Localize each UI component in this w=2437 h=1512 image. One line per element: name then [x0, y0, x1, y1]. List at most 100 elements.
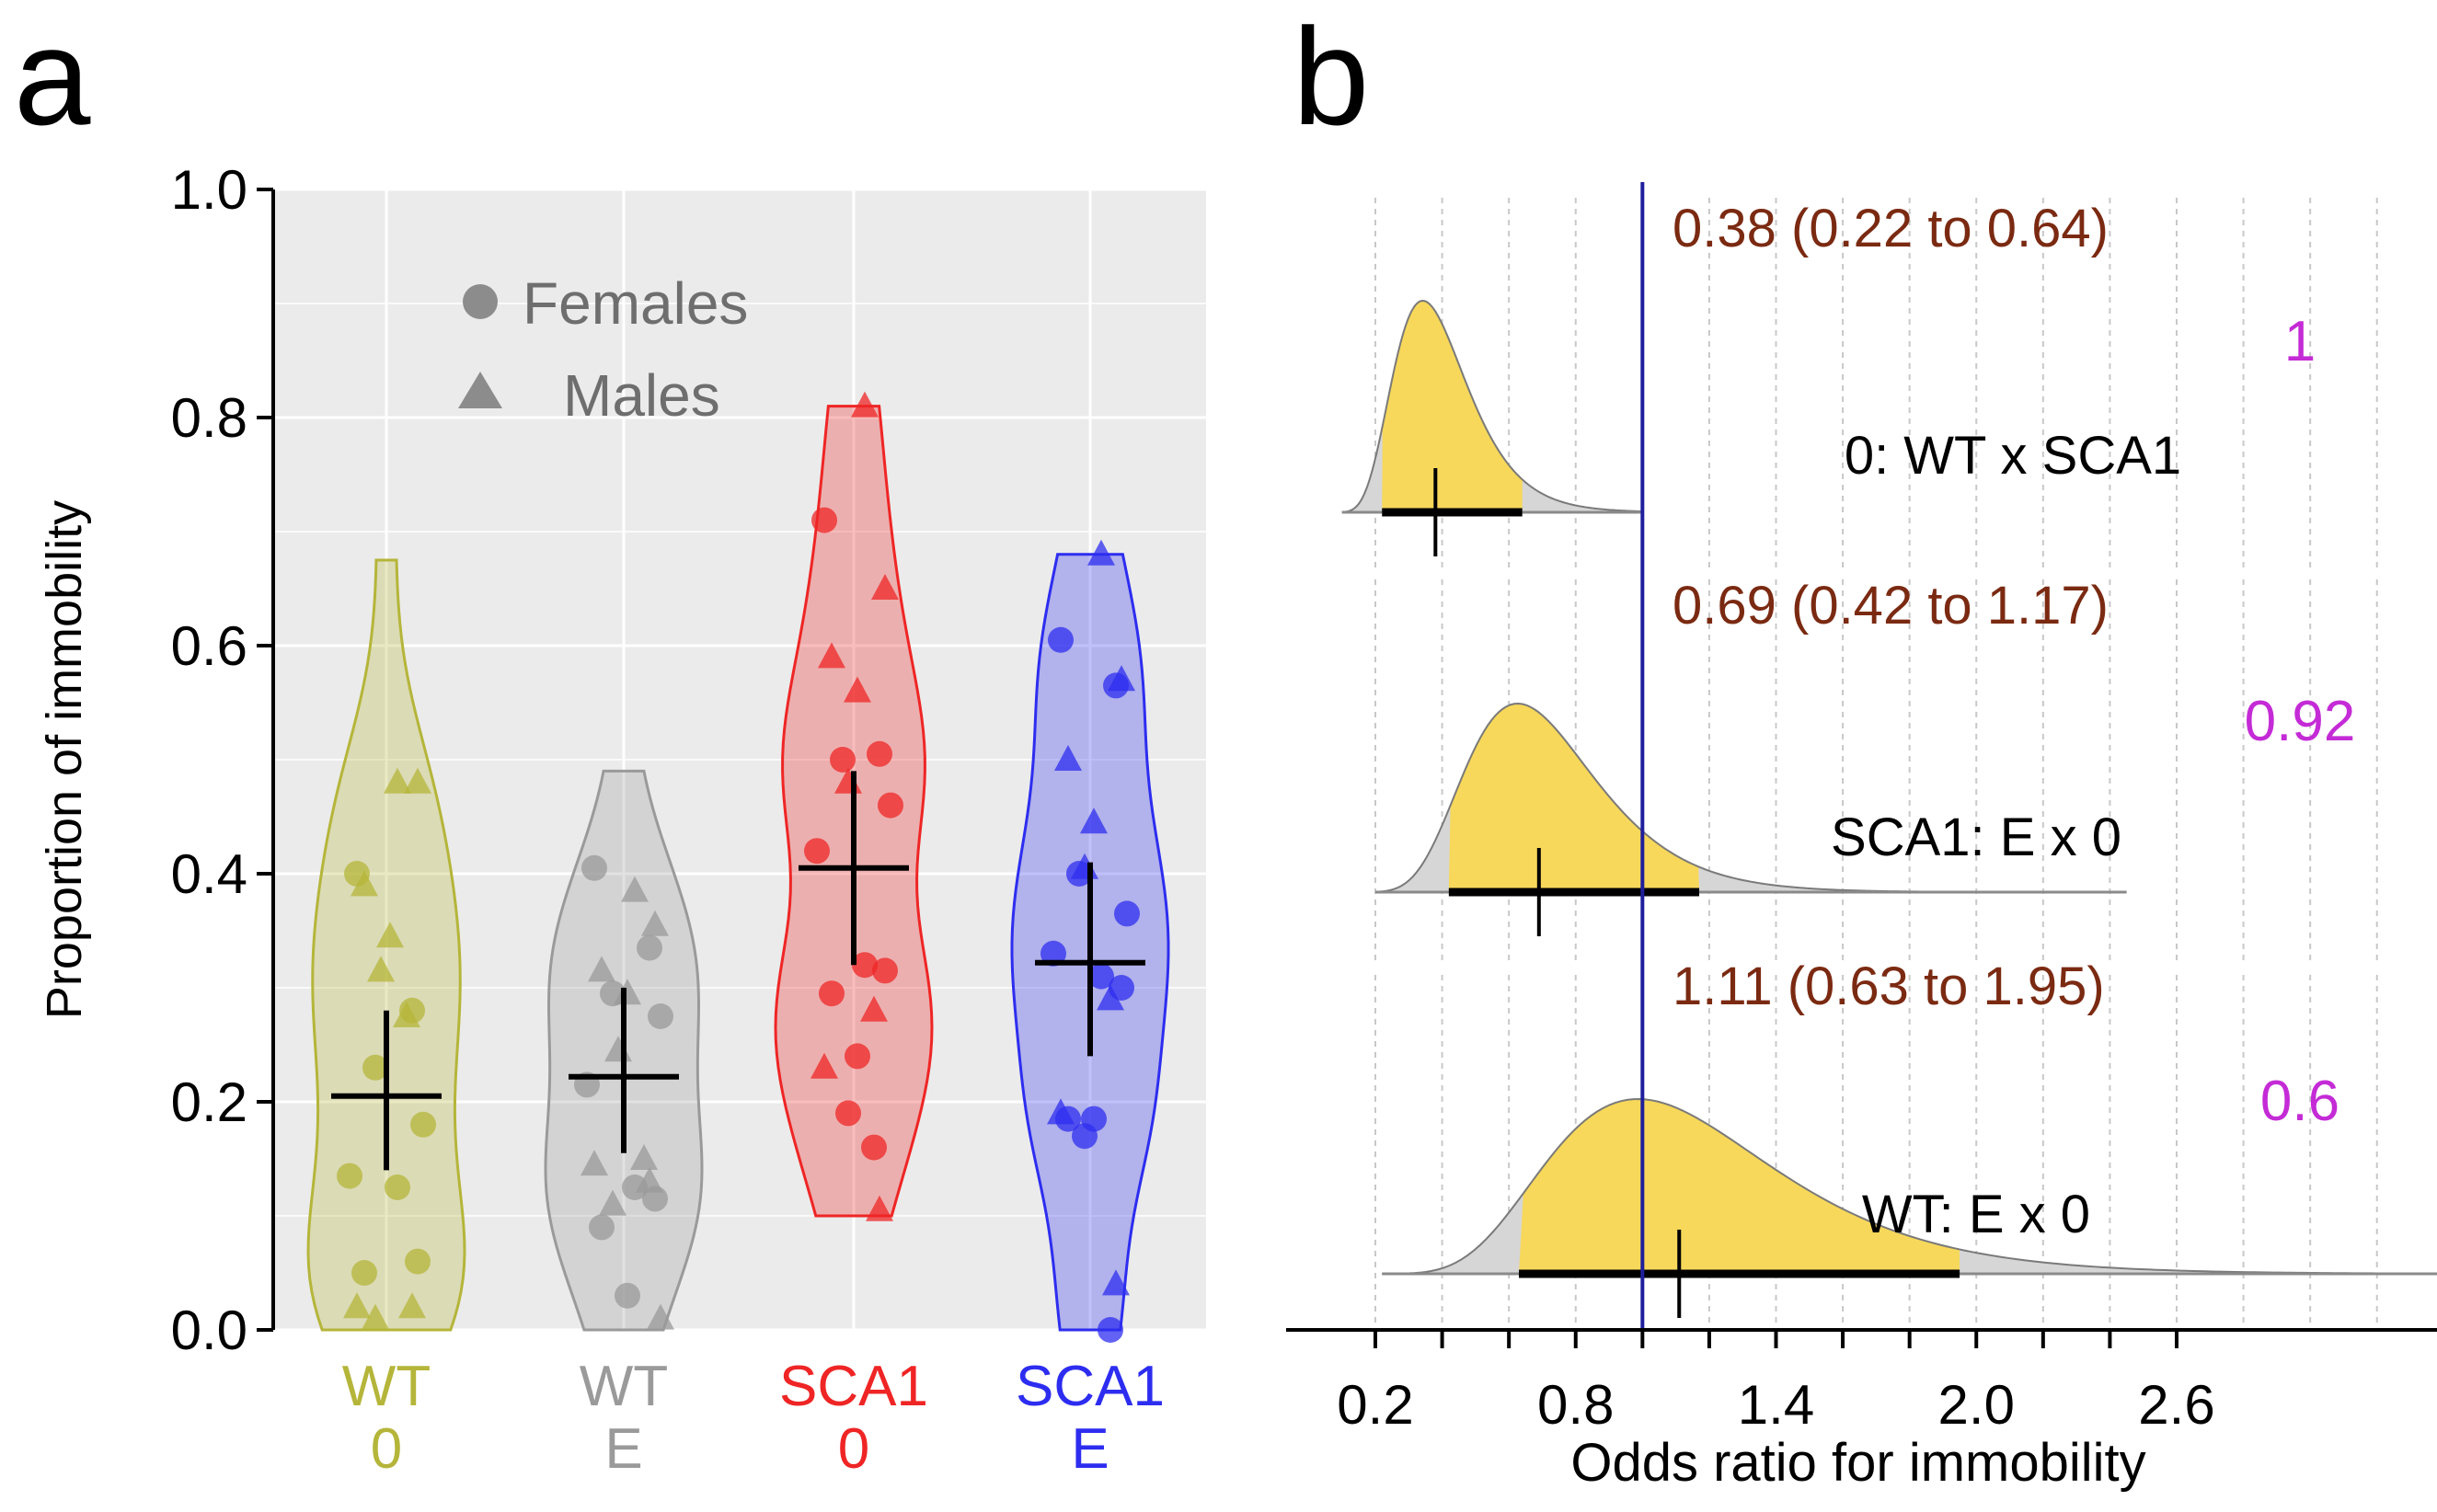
female-point [351, 1260, 377, 1286]
density-curves [1341, 299, 2437, 1318]
female-point [405, 1248, 431, 1275]
category-label: WT [580, 1355, 668, 1418]
estimate-text-2: 1.11 (0.63 to 1.95) [1673, 956, 2105, 1016]
female-point [835, 1100, 861, 1127]
female-point [589, 1214, 615, 1241]
category-sublabel: 0 [838, 1417, 869, 1481]
y-axis-ticks: 0.0 0.2 0.4 0.6 0.8 1.0 [171, 159, 273, 1361]
panel-a-letter: a [14, 0, 91, 154]
panel-b: b 0.38 (0.22 to 0.64) 1 0: WT x SCA1 0.69 (… [1286, 0, 2437, 1493]
male-point [1054, 745, 1082, 771]
female-point [1048, 626, 1074, 653]
female-point [581, 854, 607, 881]
y-tick-label: 1.0 [171, 159, 247, 221]
male-point [599, 1189, 626, 1216]
category-label: SCA1 [779, 1355, 928, 1418]
female-point [878, 792, 903, 819]
female-point [804, 838, 830, 865]
x-axis-title: Odds ratio for immobility [1570, 1433, 2145, 1493]
legend-circle-marker [463, 284, 498, 319]
female-point [1114, 900, 1140, 927]
x-tick-label: 0.2 [1337, 1374, 1413, 1436]
female-point [648, 1003, 673, 1029]
male-point [588, 956, 615, 982]
female-point [1098, 1317, 1123, 1343]
contrast-label-1: SCA1: E x 0 [1831, 808, 2121, 867]
category-label: WT [342, 1355, 431, 1418]
female-point [852, 952, 878, 979]
estimate-text-0: 0.38 (0.22 to 0.64) [1673, 199, 2109, 258]
contrast-label-2: WT: E x 0 [1862, 1185, 2090, 1244]
probability-text-0: 1 [2284, 310, 2316, 373]
density-outline-0 [1341, 299, 1643, 513]
legend-females: Females [523, 270, 748, 337]
male-point [851, 391, 879, 418]
mean-ci-markers [331, 771, 1145, 1171]
male-point [621, 876, 649, 902]
category-sublabel: 0 [371, 1417, 402, 1481]
y-tick-label: 0.6 [171, 615, 247, 677]
x-tick-label: 2.6 [2138, 1374, 2214, 1436]
panel-a: a Females Males 0.0 0.2 0.4 0.6 0.8 1.0 Propo… [14, 0, 1206, 1481]
legend-triangle-marker [458, 372, 502, 408]
female-point [867, 740, 892, 767]
category-label: SCA1 [1016, 1355, 1165, 1418]
male-point [404, 767, 431, 794]
density-ci-2 [1519, 1099, 1960, 1274]
female-point [637, 934, 662, 961]
category-sublabel: E [1071, 1417, 1109, 1481]
probability-text-2: 0.6 [2260, 1070, 2339, 1133]
x-tick-label: 1.4 [1738, 1374, 1814, 1436]
female-point [337, 1163, 362, 1189]
x-tick-label: 2.0 [1938, 1374, 2015, 1436]
male-point [362, 1303, 389, 1330]
male-point [860, 995, 888, 1022]
male-point [384, 767, 411, 794]
male-point [1047, 1098, 1075, 1125]
female-point [615, 1282, 640, 1309]
male-point [367, 956, 395, 982]
x-tick-label: 0.8 [1537, 1374, 1614, 1436]
male-point [641, 910, 669, 936]
male-point [871, 574, 899, 600]
y-tick-label: 0.8 [171, 387, 247, 449]
female-point [872, 957, 898, 984]
male-point [351, 870, 378, 897]
male-point [343, 1292, 371, 1319]
female-point [385, 1174, 410, 1200]
data-points [337, 391, 1140, 1343]
estimate-text-1: 0.69 (0.42 to 1.17) [1673, 576, 2109, 636]
female-point [830, 747, 856, 773]
y-tick-label: 0.4 [171, 843, 247, 905]
contrast-annotations: 0.38 (0.22 to 0.64) 1 0: WT x SCA1 0.69 (0.… [1673, 199, 2355, 1244]
female-point [845, 1043, 870, 1070]
x-axis-ticks: 0.2 0.8 1.4 2.0 2.6 [1337, 1330, 2215, 1436]
female-point [1072, 1123, 1098, 1150]
y-tick-label: 0.2 [171, 1071, 247, 1133]
female-point [819, 980, 845, 1007]
male-point [636, 1166, 663, 1193]
density-ci-0 [1382, 301, 1523, 512]
male-point [866, 1195, 893, 1221]
male-point [630, 1144, 658, 1170]
probability-text-1: 0.92 [2245, 690, 2356, 753]
female-point [410, 1111, 436, 1138]
male-point [398, 1292, 426, 1319]
male-point [393, 1002, 420, 1027]
category-sublabel: E [604, 1417, 642, 1481]
male-point [810, 1052, 838, 1079]
male-point [1102, 1269, 1130, 1296]
male-point [844, 676, 871, 703]
female-point [1088, 963, 1114, 990]
female-point [362, 1054, 388, 1081]
male-point [647, 1303, 674, 1330]
male-point [818, 642, 845, 669]
legend-males: Males [563, 362, 720, 429]
male-point [1080, 808, 1108, 834]
male-point [1087, 539, 1115, 566]
female-point [861, 1134, 887, 1161]
y-axis-title: Proportion of immobility [37, 500, 92, 1019]
male-point [376, 922, 404, 948]
